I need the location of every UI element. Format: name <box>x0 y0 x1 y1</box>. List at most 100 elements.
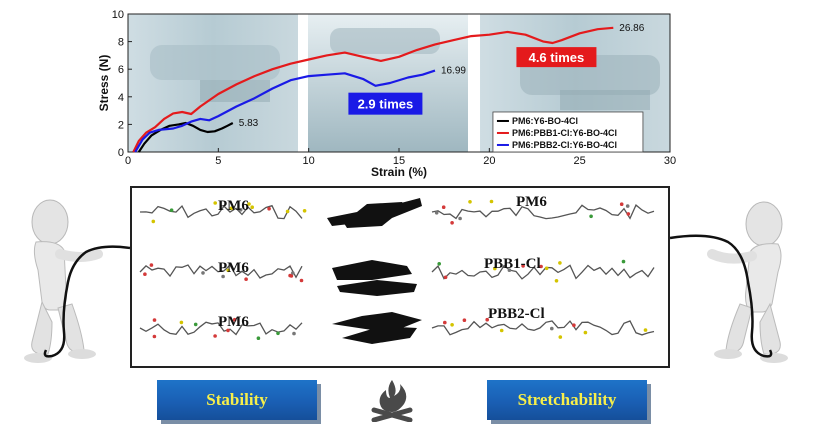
molecule-chain-left-row2-atom <box>201 271 205 275</box>
molecule-chain-right-row2-atom <box>621 259 626 264</box>
annotation-box-0 <box>348 92 423 115</box>
y-tick-label: 8 <box>118 37 124 49</box>
molecule-chain-right-row2-atom <box>493 266 497 271</box>
molecule-chain-left-row1-atom <box>250 205 254 209</box>
molecule-chain-right-row1-atom <box>589 214 593 219</box>
molecule-label-row1-right: PM6 <box>516 194 547 210</box>
legend-box <box>492 111 644 153</box>
x-tick-label: 5 <box>215 155 221 167</box>
molecule-chain-left-row1-atom <box>229 206 234 211</box>
molecule-chain-right-row3-atom <box>462 318 467 322</box>
series-line-1 <box>132 26 614 153</box>
molecule-chain-right-row3-atom <box>450 323 454 327</box>
annotation-text-1: 4.6 times <box>529 50 585 65</box>
annotation-text-0: 2.9 times <box>358 97 414 112</box>
molecule-chain-left-row3-atom <box>276 331 280 336</box>
molecule-drawings <box>139 198 655 344</box>
legend-label-2: PM6:PBB2-Cl:Y6-BO-4Cl <box>512 140 617 150</box>
molecule-chain-left-row3-atom <box>193 322 198 327</box>
molecule-chain-left-row2-atom <box>149 263 154 267</box>
molecule-chain-right-row2-atom <box>558 261 562 265</box>
series-end-label-2: 16.99 <box>441 66 466 77</box>
molecule-chain-left-row1-atom <box>285 209 290 214</box>
x-tick-label: 0 <box>125 155 131 167</box>
x-tick-label: 15 <box>393 155 405 167</box>
molecule-chain-right-row2-atom <box>544 266 549 271</box>
series-line-2 <box>134 69 436 153</box>
molecule-chain-right-row3-atom <box>558 335 563 339</box>
molecule-chain-left-row2-atom <box>143 272 147 276</box>
molecule-chain-right-row2 <box>431 264 655 280</box>
y-tick-label: 4 <box>118 92 124 104</box>
molecule-chain-right-row1-atom <box>625 204 630 208</box>
molecule-chain-right-row2-atom <box>507 268 512 272</box>
stress-strain-chart: 0 5 10 15 20 25 30 0 2 4 6 8 10 Strain (%) Stress (N) 5… <box>97 9 676 179</box>
molecule-chain-right-row1-atom <box>619 202 624 206</box>
molecule-chain-right-row2-atom <box>443 275 448 280</box>
x-tick-label: 30 <box>664 155 676 167</box>
molecule-chain-right-row1 <box>431 204 655 220</box>
x-tick-label: 20 <box>483 155 495 167</box>
molecule-chain-right-row1-atom <box>489 199 494 204</box>
molecule-chain-right-row1-atom <box>441 205 446 209</box>
molecule-chain-left-row1-atom <box>238 208 243 212</box>
y-axis-title: Stress (N) <box>97 55 111 112</box>
molecule-chain-right-row3-atom <box>499 328 504 333</box>
molecule-chain-left-row3-atom <box>179 320 184 325</box>
molecule-chain-left-row2-atom <box>221 274 225 279</box>
molecule-label-row2-right: PBB1-Cl <box>484 256 541 272</box>
molecule-chain-right-row3-atom <box>643 328 648 332</box>
molecule-label-row3-left: PM6 <box>218 314 249 330</box>
molecule-chain-left-row1-atom <box>169 208 174 212</box>
molecule-chain-left-row3-atom <box>292 331 296 336</box>
molecule-chain-right-row1-atom <box>626 212 631 216</box>
molecule-chain-right-row3-atom <box>572 323 576 327</box>
molecular-interaction-panel: PM6 PM6 PM6 PBB1-Cl PM6 PBB2-Cl <box>130 186 670 368</box>
handshake-icon-row3 <box>332 312 422 344</box>
legend-label-0: PM6:Y6-BO-4Cl <box>512 116 578 126</box>
molecule-chain-left-row2-atom <box>299 278 304 283</box>
handshake-icon-row2 <box>332 260 417 296</box>
molecule-chain-left-row3-atom <box>213 334 217 338</box>
molecule-chain-right-row2-atom <box>554 279 559 283</box>
y-tick-label: 0 <box>118 147 124 159</box>
handshake-icon-row1 <box>327 198 422 228</box>
legend-label-1: PM6:PBB1-Cl:Y6-BO-4Cl <box>512 128 617 138</box>
molecule-label-row2-left: PM6 <box>218 260 249 276</box>
molecule-chain-left-row1-atom <box>247 202 251 206</box>
molecule-chain-left-row1-atom <box>151 219 156 224</box>
molecule-chain-left-row3-atom <box>226 328 230 333</box>
figure-pulling-rope-left <box>24 199 131 363</box>
molecule-chain-right-row3-atom <box>550 326 554 331</box>
campfire-icon <box>371 380 413 422</box>
stretchability-badge: Stretchability <box>487 380 647 420</box>
molecule-chain-left-row2-atom <box>289 274 294 278</box>
molecule-chain-right-row3-atom <box>485 317 490 322</box>
molecule-chain-left-row3-atom <box>152 334 157 339</box>
molecule-chain-right-row1-atom <box>458 216 462 221</box>
y-tick-label: 2 <box>118 119 124 131</box>
molecule-chain-left-row2 <box>139 264 303 279</box>
molecule-chain-right-row3 <box>431 320 655 336</box>
series-end-label-1: 26.86 <box>619 23 644 34</box>
molecule-chain-left-row2-atom <box>244 277 248 281</box>
molecule-chain-left-row2-atom <box>291 271 295 275</box>
molecule-chain-left-row1-atom <box>302 209 307 213</box>
molecule-chain-right-row2-atom <box>539 264 543 269</box>
x-tick-label: 10 <box>303 155 315 167</box>
molecule-chain-right-row3-atom <box>443 320 447 325</box>
molecule-label-row3-right: PBB2-Cl <box>488 306 545 322</box>
molecule-chain-left-row3-atom <box>152 318 157 322</box>
molecule-chain-left-row3-atom <box>232 317 237 322</box>
molecule-chain-right-row2-atom <box>521 264 525 268</box>
series-end-label-0: 5.83 <box>239 118 259 129</box>
molecule-chain-left-row3-atom <box>256 336 261 340</box>
series-line-0 <box>137 121 234 153</box>
molecule-chain-left-row1 <box>139 204 303 220</box>
molecule-chain-right-row1-atom <box>450 221 454 225</box>
y-tick-label: 6 <box>118 64 124 76</box>
molecule-chain-left-row1-atom <box>213 201 217 205</box>
stability-badge: Stability <box>157 380 317 420</box>
figure-pulling-rope-right <box>669 201 788 363</box>
y-tick-label: 10 <box>112 9 124 21</box>
